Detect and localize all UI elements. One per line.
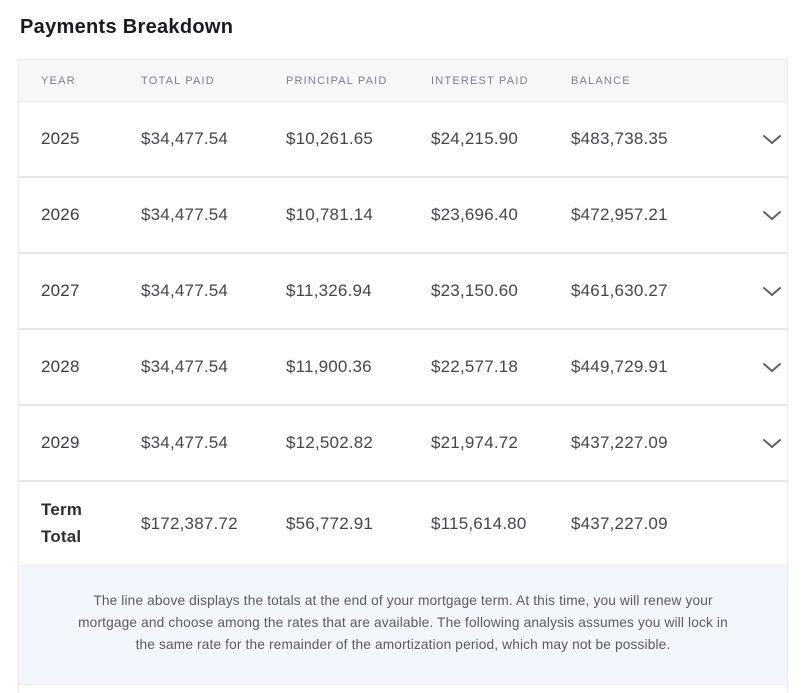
chevron-down-icon — [763, 286, 781, 296]
balance-cell: $461,630.27 — [571, 281, 668, 300]
year-cell: 2029 — [41, 433, 80, 452]
year-cell: 2027 — [41, 281, 80, 300]
term-interest-paid-cell: $115,614.80 — [431, 513, 527, 533]
total-paid-cell: $34,477.54 — [141, 129, 229, 148]
expand-row-button[interactable] — [756, 432, 788, 455]
principal-paid-cell: $10,781.14 — [286, 205, 374, 224]
principal-paid-cell: $10,261.65 — [286, 129, 374, 148]
total-paid-cell: $34,477.54 — [141, 433, 229, 452]
table-row[interactable]: 2025 $34,477.54 $10,261.65 $24,215.90 $4… — [19, 102, 787, 178]
interest-paid-cell: $23,150.60 — [431, 281, 519, 300]
balance-cell: $483,738.35 — [571, 129, 668, 148]
principal-paid-cell: $11,326.94 — [286, 281, 372, 300]
term-balance-cell: $437,227.09 — [571, 513, 668, 533]
chevron-down-icon — [763, 438, 781, 448]
expand-row-button[interactable] — [756, 356, 788, 379]
chevron-down-icon — [763, 210, 781, 220]
table-row[interactable]: 2029 $34,477.54 $12,502.82 $21,974.72 $4… — [19, 406, 787, 482]
total-paid-cell: $34,477.54 — [141, 205, 229, 224]
expand-row-button[interactable] — [756, 128, 788, 151]
year-cell: 2025 — [41, 129, 80, 148]
term-renewal-note-text: The line above displays the totals at th… — [78, 593, 728, 652]
balance-cell: $472,957.21 — [571, 205, 668, 224]
payments-table: YEAR TOTAL PAID PRINCIPAL PAID INTEREST … — [18, 59, 788, 693]
expand-row-button[interactable] — [756, 280, 788, 303]
column-header-total-paid: TOTAL PAID — [141, 74, 215, 87]
interest-paid-cell: $24,215.90 — [431, 129, 519, 148]
column-header-balance: BALANCE — [571, 74, 631, 87]
table-row[interactable]: 2028 $34,477.54 $11,900.36 $22,577.18 $4… — [19, 330, 787, 406]
year-cell: 2028 — [41, 357, 80, 376]
interest-paid-cell: $23,696.40 — [431, 205, 519, 224]
chevron-down-icon — [763, 134, 781, 144]
table-row[interactable]: 2027 $34,477.54 $11,326.94 $23,150.60 $4… — [19, 254, 787, 330]
expand-row-button[interactable] — [756, 204, 788, 227]
interest-paid-cell: $21,974.72 — [431, 433, 519, 452]
principal-paid-cell: $12,502.82 — [286, 433, 374, 452]
term-total-label: Term Total — [41, 500, 83, 546]
chevron-down-icon — [763, 362, 781, 372]
interest-paid-cell: $22,577.18 — [431, 357, 519, 376]
table-header-row: YEAR TOTAL PAID PRINCIPAL PAID INTEREST … — [19, 59, 787, 102]
total-paid-cell: $34,477.54 — [141, 281, 229, 300]
term-total-paid-cell: $172,387.72 — [141, 513, 238, 533]
principal-paid-cell: $11,900.36 — [286, 357, 372, 376]
term-principal-paid-cell: $56,772.91 — [286, 513, 374, 533]
column-header-interest-paid: INTEREST PAID — [431, 74, 529, 87]
total-paid-cell: $34,477.54 — [141, 357, 229, 376]
page-title: Payments Breakdown — [20, 16, 234, 38]
column-header-principal-paid: PRINCIPAL PAID — [286, 74, 388, 87]
year-cell: 2026 — [41, 205, 80, 224]
next-row-partial — [19, 685, 787, 693]
term-total-row: Term Total $172,387.72 $56,772.91 $115,6… — [19, 482, 787, 566]
term-renewal-note: The line above displays the totals at th… — [19, 566, 787, 685]
balance-cell: $449,729.91 — [571, 357, 668, 376]
column-header-year: YEAR — [41, 74, 76, 87]
table-row[interactable]: 2026 $34,477.54 $10,781.14 $23,696.40 $4… — [19, 178, 787, 254]
balance-cell: $437,227.09 — [571, 433, 668, 452]
